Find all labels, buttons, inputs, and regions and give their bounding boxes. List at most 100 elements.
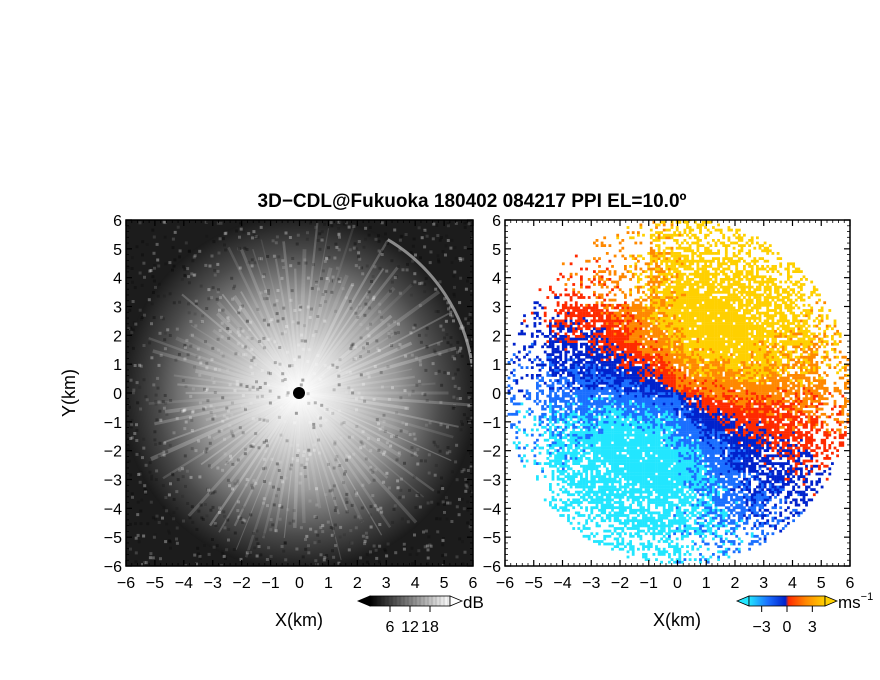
velocity-pixel	[587, 306, 591, 310]
velocity-pixel	[520, 402, 524, 406]
velocity-pixel	[611, 444, 614, 447]
reflectivity-noise-pixel	[328, 489, 332, 493]
velocity-pixel	[631, 498, 635, 502]
velocity-pixel	[644, 376, 648, 380]
velocity-pixel	[582, 384, 586, 388]
velocity-pixel	[561, 446, 565, 450]
velocity-pixel	[564, 293, 568, 297]
reflectivity-noise-pixel	[337, 561, 341, 565]
velocity-pixel	[582, 488, 586, 491]
reflectivity-noise-pixel	[335, 365, 339, 369]
velocity-pixel	[517, 358, 521, 362]
velocity-pixel	[649, 511, 653, 515]
velocity-pixel	[585, 508, 588, 512]
velocity-pixel	[649, 368, 653, 372]
velocity-pixel	[637, 314, 640, 318]
reflectivity-noise-pixel	[137, 540, 141, 544]
velocity-pixel	[572, 480, 576, 484]
velocity-pixel	[598, 371, 601, 375]
velocity-pixel	[618, 335, 622, 338]
reflectivity-noise-pixel	[277, 469, 281, 472]
velocity-pixel	[626, 353, 630, 356]
reflectivity-noise-pixel	[219, 296, 222, 300]
reflectivity-noise-pixel	[467, 404, 471, 408]
velocity-pixel	[603, 324, 607, 328]
reflectivity-noise-pixel	[266, 419, 269, 423]
velocity-pixel	[626, 475, 630, 478]
reflectivity-noise-pixel	[382, 420, 386, 424]
velocity-pixel	[647, 340, 651, 343]
velocity-pixel	[512, 342, 516, 346]
velocity-pixel	[538, 433, 542, 437]
velocity-pixel	[652, 457, 656, 460]
velocity-pixel	[561, 428, 565, 432]
velocity-pixel	[624, 368, 627, 372]
velocity-pixel	[561, 514, 565, 517]
velocity-pixel	[585, 366, 588, 369]
reflectivity-ray	[298, 222, 319, 394]
velocity-pixel	[618, 249, 622, 253]
reflectivity-noise-pixel	[221, 552, 225, 556]
reflectivity-x-tick-label: 0	[295, 575, 304, 592]
velocity-pixel	[621, 540, 625, 543]
velocity-pixel	[569, 262, 573, 266]
velocity-pixel	[585, 386, 588, 390]
velocity-pixel	[556, 322, 560, 325]
velocity-pixel	[611, 348, 614, 351]
velocity-pixel	[569, 322, 573, 325]
velocity-pixel	[551, 345, 555, 349]
velocity-pixel	[580, 371, 583, 375]
velocity-pixel	[585, 311, 588, 315]
reflectivity-noise-pixel	[436, 530, 440, 534]
velocity-pixel	[598, 332, 601, 336]
velocity-pixel	[613, 293, 617, 297]
reflectivity-noise-pixel	[306, 360, 310, 363]
reflectivity-noise-pixel	[135, 439, 139, 442]
velocity-pixel	[585, 376, 588, 380]
velocity-pixel	[593, 464, 596, 468]
velocity-pixel	[559, 376, 563, 380]
velocity-pixel	[616, 431, 620, 434]
velocity-pixel	[598, 405, 601, 408]
reflectivity-noise-pixel	[208, 441, 212, 445]
reflectivity-noise-pixel	[168, 540, 172, 544]
velocity-pixel	[611, 410, 614, 414]
reflectivity-noise-pixel	[236, 458, 240, 462]
reflectivity-noise-pixel	[148, 461, 152, 465]
velocity-pixel	[600, 350, 604, 354]
velocity-pixel	[574, 462, 578, 465]
reflectivity-noise-pixel	[450, 470, 454, 474]
velocity-pixel	[549, 324, 552, 328]
velocity-pixel	[536, 402, 539, 406]
reflectivity-noise-pixel	[226, 368, 230, 372]
velocity-pixel	[538, 374, 542, 377]
velocity-pixel	[551, 324, 555, 328]
reflectivity-noise-pixel	[422, 230, 426, 234]
velocity-pixel	[569, 475, 573, 478]
velocity-pixel	[600, 316, 604, 320]
velocity-pixel	[572, 366, 576, 369]
velocity-pixel	[621, 501, 625, 504]
reflectivity-noise-pixel	[345, 390, 349, 394]
reflectivity-noise-pixel	[212, 381, 216, 385]
velocity-pixel	[649, 472, 653, 476]
velocity-pixel	[616, 475, 620, 478]
velocity-pixel	[510, 386, 513, 390]
velocity-pixel	[593, 397, 596, 401]
velocity-pixel	[515, 425, 519, 429]
velocity-pixel	[510, 425, 513, 429]
velocity-pixel	[590, 366, 594, 369]
reflectivity-noise-pixel	[148, 341, 152, 345]
velocity-pixel	[647, 418, 651, 421]
reflectivity-noise-pixel	[367, 233, 371, 237]
velocity-pixel	[530, 428, 534, 432]
reflectivity-noise-pixel	[401, 495, 405, 499]
velocity-pixel	[611, 506, 614, 510]
velocity-pixel	[621, 381, 625, 385]
reflectivity-noise-pixel	[390, 280, 394, 284]
reflectivity-noise-pixel	[216, 466, 220, 470]
reflectivity-noise-pixel	[135, 423, 138, 427]
velocity-pixel	[595, 501, 599, 504]
velocity-pixel	[595, 342, 599, 346]
reflectivity-noise-pixel	[413, 323, 417, 327]
